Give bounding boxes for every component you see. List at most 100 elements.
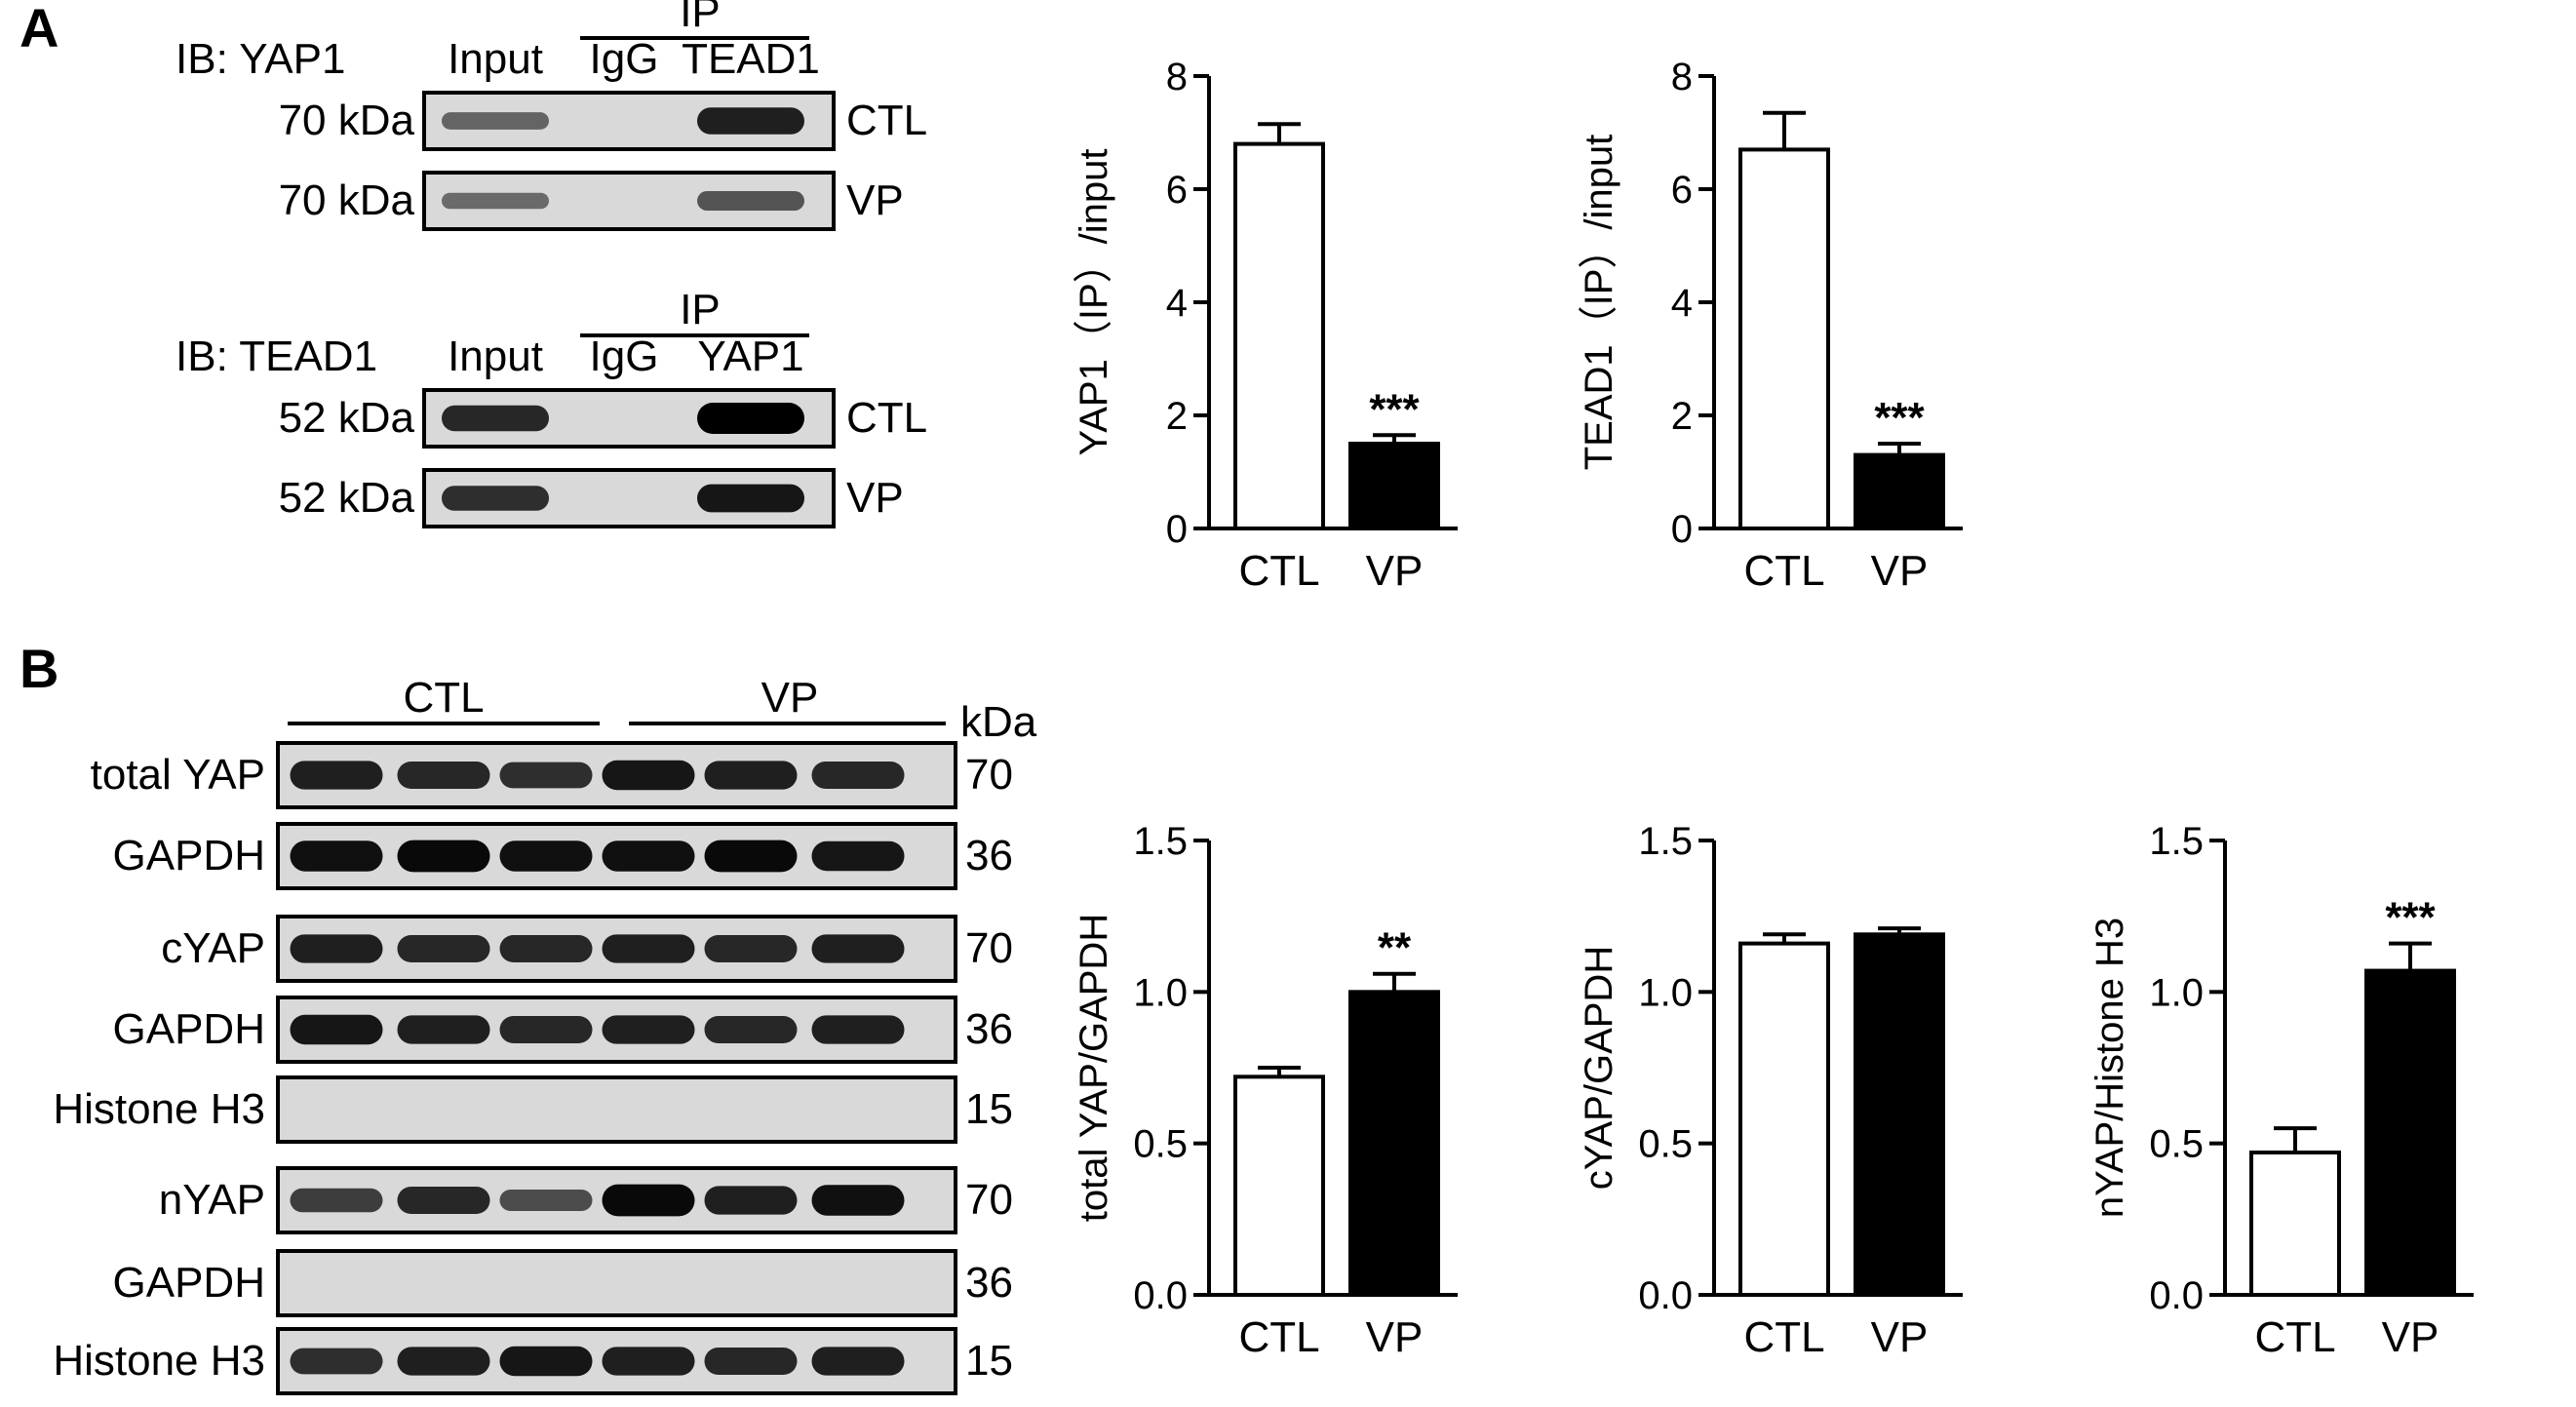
panel-b-letter: B: [20, 638, 59, 699]
blot-band: [704, 1186, 798, 1215]
blot-a2-lane-label: YAP1: [697, 332, 803, 380]
blot-a2-band: [442, 486, 549, 511]
bar: [1348, 442, 1440, 530]
blot-band: [290, 1014, 383, 1045]
blot-a2-ib-label: IB: TEAD1: [176, 332, 377, 380]
bar: [1233, 141, 1325, 530]
y-tick-label: 2: [1166, 395, 1188, 438]
y-axis-title: nYAP/Histone H3: [2088, 918, 2131, 1218]
blot-band: [499, 840, 593, 872]
blot-row-label: Histone H3: [53, 1085, 265, 1133]
blot-a2-lane-label: IgG: [590, 332, 659, 380]
y-tick-label: 0.0: [1638, 1274, 1693, 1317]
blot-box: [276, 1249, 957, 1317]
blot-a2-band: [442, 405, 549, 432]
blot-a2-size-label: 52 kDa: [279, 474, 415, 522]
blot-band: [499, 935, 593, 962]
blot-a1-band: [442, 112, 549, 130]
y-tick-label: 6: [1166, 169, 1188, 212]
chart-5: 0.0 0.5 1.0 1.5 nYAP/Histone H3 CTL VP ***: [2088, 820, 2474, 1361]
blot-size-label: 70: [965, 924, 1013, 972]
significance-label: ***: [1369, 385, 1420, 433]
blot-box: [276, 1075, 957, 1144]
x-tick-label: CTL: [1743, 547, 1824, 595]
blot-a2-band: [697, 403, 804, 434]
significance-label: ***: [2385, 894, 2436, 942]
blot-row-label: cYAP: [161, 924, 265, 972]
blot-a1-size-label: 70 kDa: [279, 176, 415, 224]
y-axis-title: YAP1（IP）/input: [1073, 149, 1115, 456]
blot-band: [290, 934, 383, 963]
panel-a-letter: A: [20, 0, 59, 59]
y-axis-title: TEAD1（IP）/input: [1578, 135, 1620, 471]
x-tick-label: VP: [1366, 1313, 1424, 1361]
blot-row-label: total YAP: [91, 751, 265, 799]
blot-band: [811, 762, 905, 789]
y-tick-label: 1.5: [1638, 820, 1693, 863]
y-tick-label: 1.5: [2149, 820, 2204, 863]
bar: [1738, 941, 1830, 1297]
blot-a2-size-label: 52 kDa: [279, 394, 415, 442]
blot-band: [704, 935, 798, 962]
chart-3: 0.0 0.5 1.0 1.5 total YAP/GAPDH CTL VP **: [1073, 820, 1458, 1361]
group-label-ctl: CTL: [403, 674, 484, 722]
y-axis-title: cYAP/GAPDH: [1578, 946, 1620, 1190]
blot-row-label: Histone H3: [53, 1337, 265, 1385]
blot-band: [397, 1347, 490, 1376]
y-tick-label: 0.0: [2149, 1274, 2204, 1317]
blot-band: [397, 1015, 490, 1044]
blot-a2-condition-label: VP: [846, 474, 904, 522]
blot-band: [397, 935, 490, 962]
blot-a2-ip-label: IP: [680, 286, 721, 333]
y-axis-title: total YAP/GAPDH: [1073, 914, 1115, 1222]
blot-a2-lane-label: Input: [448, 332, 543, 380]
blot-band: [602, 1184, 695, 1217]
blot-band: [704, 761, 798, 790]
blot-band: [499, 1346, 593, 1377]
blot-band: [811, 1015, 905, 1044]
unit-label: kDa: [960, 698, 1037, 746]
blot-row-label: nYAP: [159, 1176, 265, 1224]
x-tick-label: CTL: [1743, 1313, 1824, 1361]
blot-band: [704, 840, 798, 873]
blot-size-label: 36: [965, 832, 1013, 879]
blot-row-label: GAPDH: [113, 832, 265, 879]
blot-a1-band: [697, 107, 804, 135]
x-tick-label: CTL: [2254, 1313, 2335, 1361]
blot-band: [499, 762, 593, 789]
y-tick-label: 0.5: [2149, 1123, 2204, 1166]
y-tick-label: 0.5: [1638, 1123, 1693, 1166]
blot-band: [811, 1185, 905, 1216]
blot-size-label: 70: [965, 1176, 1013, 1224]
blot-a1-size-label: 70 kDa: [279, 97, 415, 144]
blot-band: [290, 761, 383, 790]
bar: [1738, 147, 1830, 530]
significance-label: ***: [1874, 394, 1925, 442]
blot-a1-condition-label: VP: [846, 176, 904, 224]
blot-band: [602, 1347, 695, 1376]
blot-band: [290, 1188, 383, 1213]
blot-band: [811, 934, 905, 963]
blot-band: [290, 840, 383, 872]
blot-band: [602, 840, 695, 872]
y-tick-label: 1.0: [2149, 971, 2204, 1014]
blot-size-label: 15: [965, 1085, 1013, 1133]
x-tick-label: VP: [1871, 547, 1929, 595]
x-tick-label: CTL: [1238, 1313, 1319, 1361]
blot-a1-ip-label: IP: [680, 0, 721, 36]
x-tick-label: VP: [1871, 1313, 1929, 1361]
y-tick-label: 0.0: [1133, 1274, 1188, 1317]
blot-band: [290, 1348, 383, 1375]
blot-band: [397, 840, 490, 873]
blot-band: [704, 1348, 798, 1375]
y-tick-label: 1.5: [1133, 820, 1188, 863]
blot-a1-lane-label: IgG: [590, 35, 659, 83]
y-tick-label: 8: [1166, 56, 1188, 98]
blot-band: [602, 1015, 695, 1044]
bar: [1854, 932, 1945, 1297]
chart-4: 0.0 0.5 1.0 1.5 cYAP/GAPDH CTL VP: [1578, 820, 1963, 1361]
blot-row-label: GAPDH: [113, 1259, 265, 1307]
blot-size-label: 36: [965, 1005, 1013, 1053]
blot-band: [397, 1187, 490, 1214]
